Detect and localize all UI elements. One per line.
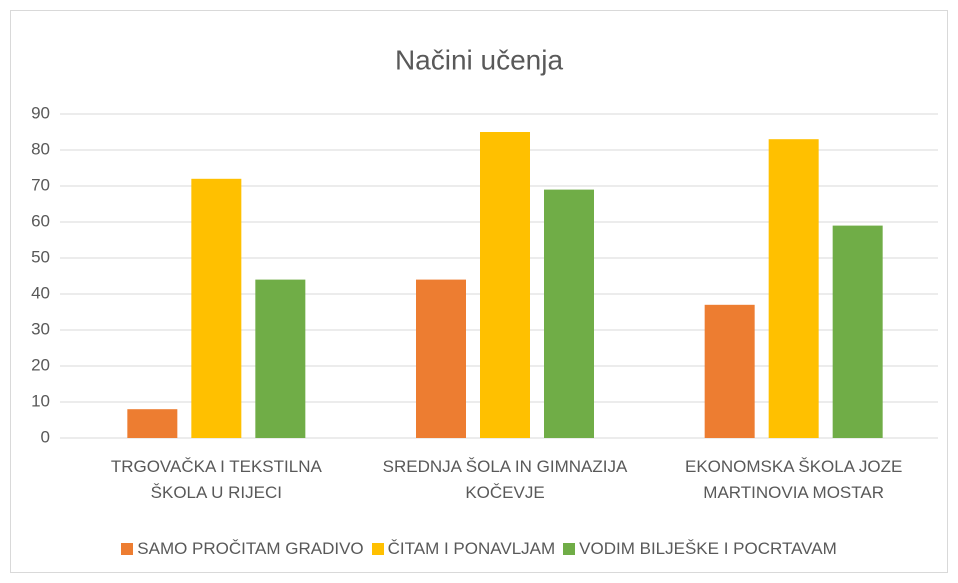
bar: [768, 139, 819, 438]
x-tick-label: SREDNJA ŠOLA IN GIMNAZIJA KOČEVJE: [382, 457, 628, 502]
y-tick-label: 80: [31, 139, 50, 158]
legend-label: SAMO PROČITAM GRADIVO: [137, 539, 364, 558]
y-tick-label: 20: [31, 355, 50, 374]
legend-swatch: [563, 543, 576, 555]
bar: [480, 132, 530, 438]
y-tick-label: 0: [41, 427, 50, 446]
y-tick-label: 40: [31, 283, 50, 302]
bar: [127, 409, 178, 438]
legend-item: VODIM BILJEŠKE I POCRTAVAM: [563, 539, 837, 559]
legend-label: ČITAM I PONAVLJAM: [387, 539, 556, 558]
legend-label: VODIM BILJEŠKE I POCRTAVAM: [579, 539, 837, 558]
y-tick-label: 70: [31, 175, 50, 194]
x-tick-label: TRGOVAČKA I TEKSTILNA ŠKOLA U RIJECI: [110, 457, 322, 502]
y-tick-label: 10: [31, 391, 50, 410]
legend-swatch: [371, 543, 384, 555]
bar: [255, 279, 306, 438]
bar: [832, 225, 883, 438]
bar: [191, 178, 242, 439]
y-tick-label: 30: [31, 319, 50, 338]
bar: [416, 279, 466, 438]
legend-item: ČITAM I PONAVLJAM: [371, 539, 556, 559]
bar: [544, 189, 594, 438]
legend-swatch: [121, 543, 134, 555]
y-tick-label: 90: [31, 103, 50, 122]
chart-title: Načini učenja: [395, 44, 564, 75]
bar: [704, 304, 755, 438]
legend: SAMO PROČITAM GRADIVO ČITAM I PONAVLJAM VO…: [0, 539, 958, 559]
legend-item: SAMO PROČITAM GRADIVO: [121, 539, 364, 559]
x-tick-label: EKONOMSKA ŠKOLA JOZE MARTINOVIA MOSTAR: [685, 457, 903, 502]
y-tick-label: 60: [31, 211, 50, 230]
y-tick-label: 50: [31, 247, 50, 266]
